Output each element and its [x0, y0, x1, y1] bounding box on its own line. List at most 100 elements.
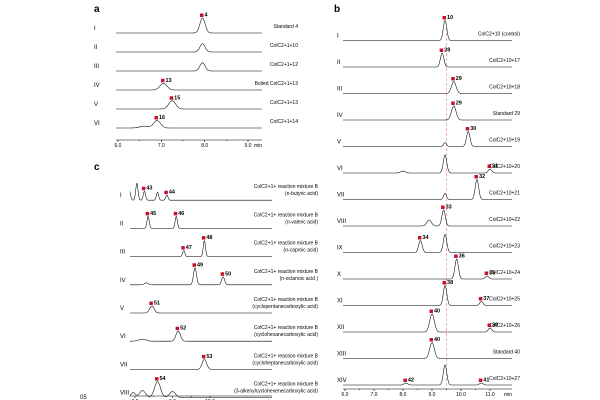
trace-b-XIV	[343, 364, 512, 386]
peak-marker	[439, 48, 444, 52]
peak-label: 40	[434, 309, 440, 315]
peak-label: 36	[459, 254, 465, 260]
peak-label: 48	[206, 235, 212, 241]
peak-marker	[181, 246, 185, 250]
peak-label: 50	[225, 271, 231, 277]
peak-marker	[403, 378, 407, 382]
trace-a-VI	[116, 120, 262, 129]
row-numeral-b: I	[337, 34, 339, 40]
trace-label: ColC2+10+24	[489, 270, 520, 276]
trace-c-VIII	[129, 381, 272, 398]
peak-label: 41	[483, 378, 489, 384]
trace-label: ColC2+1+ reaction mixture B	[254, 382, 319, 388]
row-numeral-a: V	[94, 102, 98, 108]
trace-c-II	[130, 215, 272, 229]
peak-marker	[487, 164, 491, 168]
row-numeral-a: II	[94, 45, 98, 51]
row-numeral-c: VI	[120, 334, 126, 340]
peak-marker	[173, 211, 178, 216]
peak-label: 32	[479, 174, 485, 180]
trace-label-sub: (cyclohexanecarboxylic acid)	[254, 332, 318, 338]
x-tick-label: 7.0	[158, 143, 165, 149]
trace-c-V	[130, 305, 272, 314]
peak-marker	[192, 263, 196, 267]
trace-label: ColC2+10+17	[489, 58, 520, 64]
peak-label: 46	[178, 211, 184, 217]
trace-b-XII	[343, 313, 512, 333]
trace-label: ColC2+1+13	[270, 100, 298, 106]
panel-letter-a: a	[94, 4, 100, 15]
trace-label: Standard 4	[274, 24, 299, 30]
trace-label: ColC2+1+14	[270, 119, 298, 125]
trace-label: ColC2+1+ reaction mixture B	[254, 353, 319, 359]
peak-marker	[441, 205, 445, 209]
trace-b-III	[343, 81, 512, 94]
peak-label: 30	[470, 126, 476, 132]
trace-label: ColC2+10+18	[489, 85, 520, 91]
row-numeral-c: VIII	[120, 391, 129, 397]
trace-label: ColC2+10+27	[489, 376, 520, 382]
x-tick-label: 8.0	[400, 392, 407, 398]
x-tick-label: 7.0	[371, 392, 378, 398]
trace-label-sub: (3-alkenylcyclohexenecarboxylic acid)	[234, 389, 318, 395]
peak-marker	[201, 354, 206, 359]
peak-label: 43	[146, 186, 152, 192]
peak-label: 51	[154, 301, 160, 307]
trace-label: ColC2+10+19	[489, 138, 520, 144]
row-numeral-b: VI	[337, 166, 343, 172]
trace-b-V	[343, 131, 512, 147]
x-axis-unit: min	[504, 392, 512, 398]
trace-label: ColC2+10+20	[489, 164, 520, 170]
row-numeral-a: VI	[94, 121, 100, 127]
trace-label-sub: (cyclopentanecarboxylic acid)	[252, 304, 318, 310]
peak-marker	[169, 96, 174, 100]
row-numeral-b: IX	[337, 246, 343, 252]
trace-b-XI	[343, 285, 512, 306]
trace-b-X	[343, 258, 512, 280]
row-numeral-b: VII	[337, 193, 345, 199]
peak-label: 16	[159, 115, 165, 121]
trace-b-XIII	[343, 342, 512, 359]
peak-marker	[155, 377, 159, 381]
row-numeral-b: III	[337, 87, 342, 93]
trace-label: ColC2+1+12	[270, 62, 298, 68]
row-numeral-c: IV	[120, 278, 126, 284]
x-tick-label: 6.0	[115, 143, 122, 149]
trace-label-sub: (n-butyric acid)	[285, 191, 318, 197]
peak-label: 35	[489, 271, 495, 277]
trace-label-sub: (n-caproic acid)	[284, 248, 319, 254]
peak-label: 29	[456, 76, 462, 82]
trace-label: ColC2+10+23	[489, 244, 520, 250]
peak-marker	[154, 116, 158, 120]
row-numeral-a: I	[94, 26, 96, 32]
peak-marker	[429, 309, 433, 313]
peak-marker	[454, 254, 458, 258]
panel-letter-c: c	[94, 162, 100, 173]
row-numeral-c: I	[120, 193, 122, 199]
trace-c-VII	[130, 359, 272, 370]
peak-marker	[442, 281, 447, 285]
trace-label: Standard 40	[493, 350, 520, 356]
peak-marker	[161, 78, 165, 83]
peak-label: 42	[408, 378, 414, 384]
row-numeral-b: IV	[337, 113, 343, 119]
x-axis-unit: min	[254, 143, 262, 149]
row-numeral-b: II	[337, 60, 341, 66]
x-tick-label: 10.0	[456, 392, 466, 398]
peak-marker	[145, 211, 150, 216]
trace-b-VII	[343, 179, 512, 200]
peak-label: 47	[186, 245, 192, 251]
trace-label: Boiled ColC2+1+13	[255, 81, 299, 87]
row-numeral-c: VII	[120, 362, 128, 368]
trace-b-IX	[343, 234, 512, 253]
trace-label: ColC2+10+25	[489, 297, 520, 303]
peak-label: 52	[180, 326, 186, 332]
trace-c-I	[129, 182, 272, 201]
peak-marker	[442, 16, 447, 20]
row-numeral-b: XIII	[337, 352, 346, 358]
row-numeral-a: III	[94, 64, 99, 70]
peak-marker	[201, 236, 206, 240]
x-tick-label: 9.0	[245, 143, 252, 149]
corner-fragment: 05	[80, 395, 87, 400]
